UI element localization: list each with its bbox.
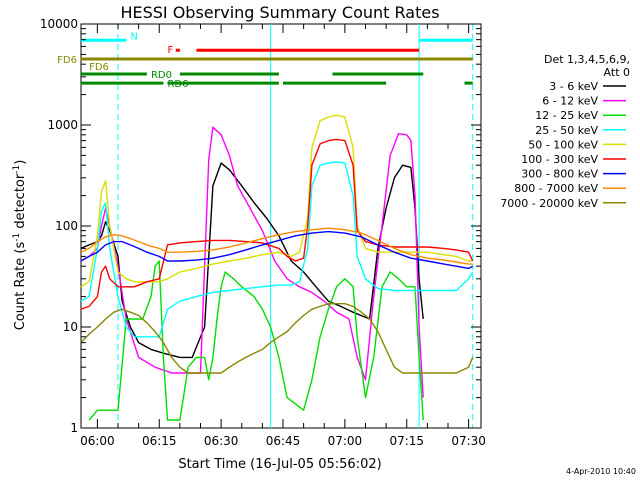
y-axis-title: Count Rate (s-1 detector-1) <box>12 160 28 331</box>
legend-label-100-300-kev: 100 - 300 keV <box>521 153 598 166</box>
x-tick-label-0: 06:00 <box>80 434 115 448</box>
chart-title: HESSI Observing Summary Count Rates <box>120 3 439 22</box>
flag-label-fd6-inner: FD6 <box>89 62 109 73</box>
flag-label-fd6-outer: FD6 <box>57 55 77 66</box>
series-line-12-25-kev <box>88 260 424 421</box>
legend-entry-3-6-kev: 3 - 6 keV <box>549 80 626 93</box>
flag-label-n: N <box>130 31 137 42</box>
x-tick-label-5: 07:15 <box>389 434 424 448</box>
axes: 1 10 100 1000 10000 06:00 06:15 06:30 06:45 07:00… <box>40 17 486 448</box>
legend-label-3-6-kev: 3 - 6 keV <box>549 80 598 93</box>
y-axis-title-sup1: -1 <box>12 233 22 242</box>
x-tick-label-2: 06:30 <box>204 434 239 448</box>
legend-entry-50-100-kev: 50 - 100 keV <box>528 138 626 151</box>
y-tick-label-1: 10 <box>63 320 78 334</box>
legend-entry-300-800-kev: 300 - 800 keV <box>521 168 626 181</box>
series-line-6-12-kev <box>80 126 424 398</box>
x-axis-title: Start Time (16-Jul-05 05:56:02) <box>178 457 381 472</box>
legend-label-800-7000-kev: 800 - 7000 keV <box>514 182 598 195</box>
legend-header-line1: Det 1,3,4,5,6,9, <box>544 53 630 66</box>
x-tick-label-1: 06:15 <box>142 434 177 448</box>
flag-label-f: F <box>167 45 173 56</box>
y-axis-title-sup2: -1 <box>12 165 22 174</box>
legend-label-300-800-kev: 300 - 800 keV <box>521 168 598 181</box>
series-line-100-300-kev <box>80 138 474 310</box>
legend-entry-7000-20000-kev: 7000 - 20000 keV <box>500 197 626 210</box>
flag-label-rd0: RD0 <box>151 70 172 81</box>
x-tick-label-4: 07:00 <box>328 434 363 448</box>
y-axis-title-part3: ) <box>13 160 28 165</box>
legend-header-line2: Att 0 <box>604 66 630 79</box>
series-line-25-50-kev <box>80 161 474 338</box>
legend-entry-12-25-kev: 12 - 25 keV <box>535 109 626 122</box>
legend-entry-100-300-kev: 100 - 300 keV <box>521 153 626 166</box>
y-axis-title-part2: detector <box>13 173 28 233</box>
legend-label-50-100-kev: 50 - 100 keV <box>528 138 598 151</box>
y-tick-label-4: 10000 <box>40 17 78 31</box>
legend-label-12-25-kev: 12 - 25 keV <box>535 109 598 122</box>
x-tick-label-6: 07:30 <box>451 434 486 448</box>
series-lines <box>80 114 474 421</box>
y-axis-title-group: Count Rate (s-1 detector-1) <box>12 160 28 331</box>
y-axis-title-part1: Count Rate (s <box>13 242 28 331</box>
timestamp: 4-Apr-2010 10:40 <box>566 467 636 476</box>
legend: Det 1,3,4,5,6,9, Att 0 3 - 6 keV 6 - 12 k… <box>500 53 630 210</box>
legend-entry-25-50-kev: 25 - 50 keV <box>535 124 626 137</box>
legend-entry-6-12-kev: 6 - 12 keV <box>542 95 626 108</box>
flag-label-rd6: RD6 <box>167 79 188 90</box>
y-tick-label-2: 100 <box>55 219 78 233</box>
legend-label-25-50-kev: 25 - 50 keV <box>535 124 598 137</box>
x-tick-label-3: 06:45 <box>266 434 301 448</box>
legend-label-7000-20000-kev: 7000 - 20000 keV <box>500 197 598 210</box>
legend-entry-800-7000-kev: 800 - 7000 keV <box>514 182 626 195</box>
y-tick-label-3: 1000 <box>47 118 78 132</box>
series-line-800-7000-kev <box>80 227 473 265</box>
series-line-7000-20000-kev <box>80 303 474 374</box>
plot-title-group: HESSI Observing Summary Count Rates <box>120 3 439 22</box>
x-axis-title-group: Start Time (16-Jul-05 05:56:02) <box>178 457 381 472</box>
legend-label-6-12-kev: 6 - 12 keV <box>542 95 598 108</box>
y-tick-label-0: 1 <box>70 421 78 435</box>
series-line-300-800-kev <box>80 230 474 270</box>
series-line-3-6-kev <box>80 162 424 359</box>
